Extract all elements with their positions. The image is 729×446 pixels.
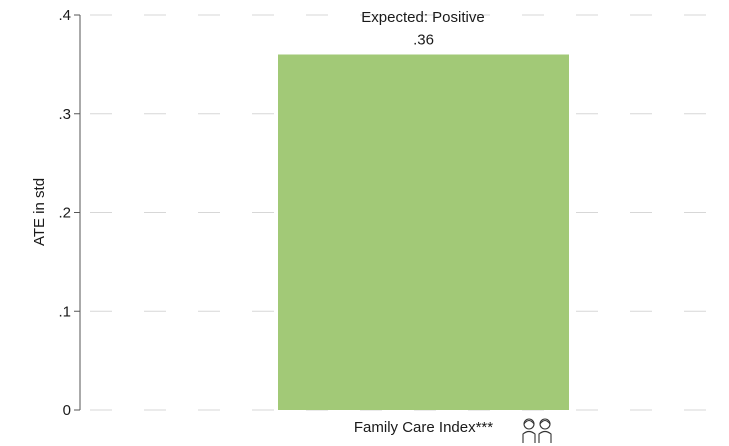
y-axis: 0 .1 .2 .3 .4 xyxy=(58,7,80,419)
y-tick-label: .1 xyxy=(58,303,71,320)
y-axis-title: ATE in std xyxy=(31,178,48,246)
bars xyxy=(278,54,569,410)
family-icon xyxy=(522,418,552,443)
bar-value-label: .36 xyxy=(413,32,434,49)
y-tick-label: .3 xyxy=(58,106,71,123)
annotation-text: Expected: Positive xyxy=(361,9,484,26)
y-tick-label: 0 xyxy=(63,402,71,419)
y-tick-label: .4 xyxy=(58,7,71,24)
y-tick-label: .2 xyxy=(58,205,71,222)
bar xyxy=(278,54,569,410)
category-label: Family Care Index*** xyxy=(354,419,493,436)
